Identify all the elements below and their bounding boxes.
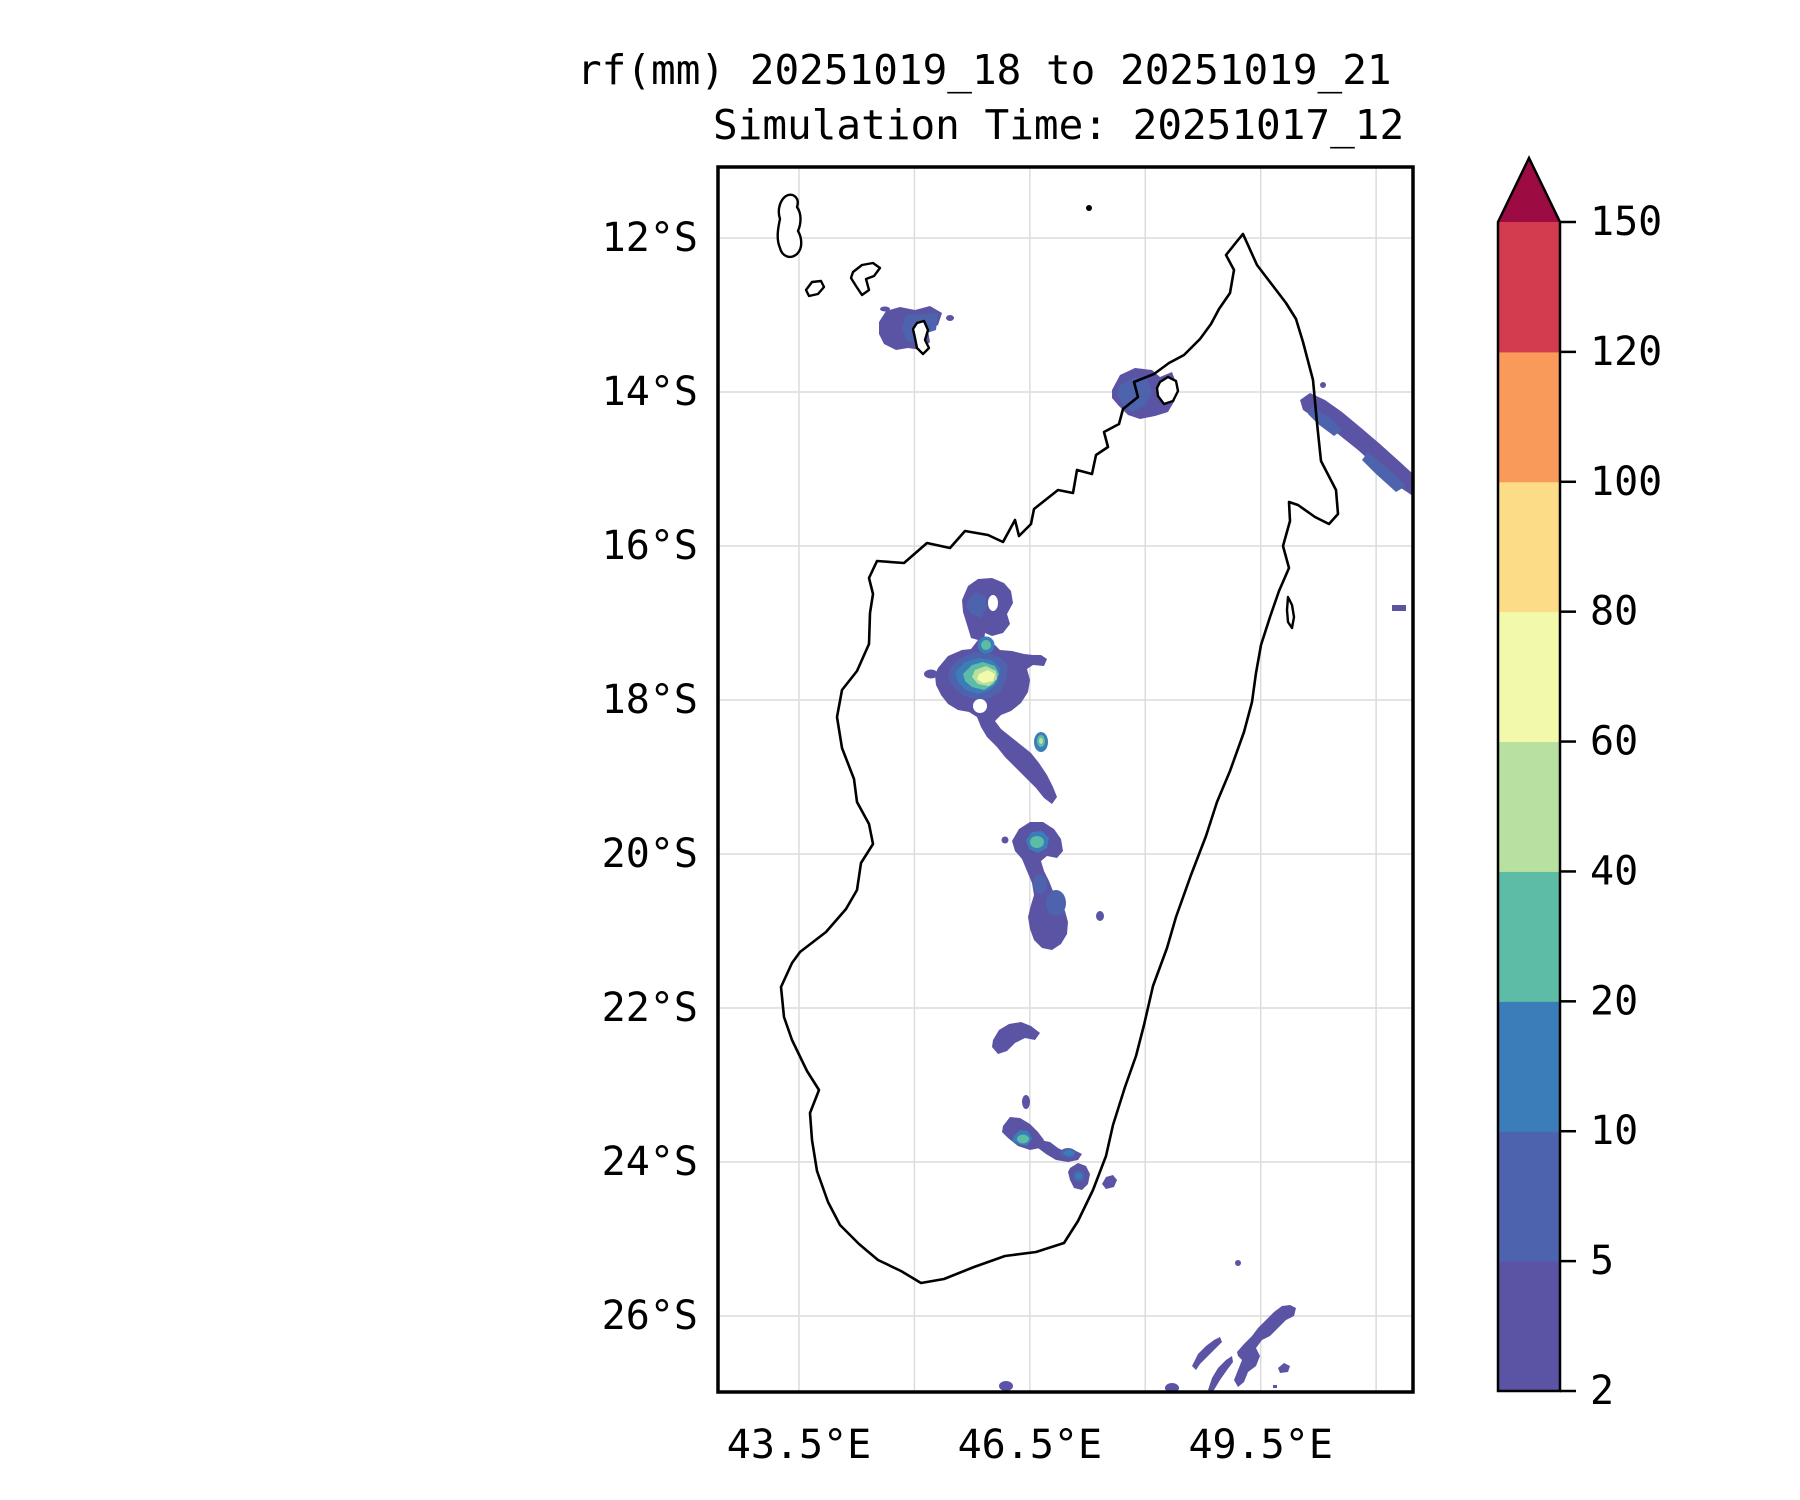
colorbar: 2 5 10 20 40 60 80 100 120 150 [1496,155,1662,1414]
mayotte-island [911,319,931,356]
colorbar-segment [1498,1131,1560,1262]
colorbar-segment [1498,481,1560,613]
y-axis-tick-label: 12°S [602,215,698,261]
y-axis-tick-label: 24°S [602,1139,698,1185]
colorbar-tick-label: 20 [1590,978,1638,1024]
plot-title-line2: Simulation Time: 20251017_12 [713,101,1404,149]
small-island-dot [1086,205,1092,211]
y-axis-tick-label: 18°S [602,677,698,723]
contour-hole [973,699,987,713]
x-axis-labels: 43.5°E 46.5°E 49.5°E [727,1422,1333,1468]
y-axis-tick-label: 20°S [602,831,698,877]
colorbar-over-arrow [1498,158,1560,222]
colorbar-segment [1498,222,1560,353]
y-axis-tick-label: 14°S [602,369,698,415]
colorbar-tick-label: 2 [1590,1368,1614,1414]
madagascar-coastline [779,232,1340,1285]
map-frame [716,165,1415,1394]
colorbar-tick-label: 5 [1590,1238,1614,1284]
x-axis-tick-label: 49.5°E [1188,1422,1333,1468]
coastlines [776,193,1340,1285]
colorbar-segment [1498,1261,1560,1392]
rain-area-26s [999,1260,1296,1393]
sainte-marie-island [1285,595,1296,630]
plot-title-line1: rf(mm) 20251019_18 to 20251019_21 [577,46,1392,94]
rainfall-contours [879,306,1413,1393]
y-axis-labels: 12°S 14°S 16°S 18°S 20°S 22°S 24°S 26°S [602,215,698,1339]
rain-area-20s [1001,822,1104,950]
anjouan-island [849,261,882,297]
rain-area-24s [1002,1117,1117,1190]
colorbar-segment [1498,611,1560,743]
colorbar-segment [1498,871,1560,1002]
colorbar-segment [1498,351,1560,483]
map-gridlines [718,167,1413,1392]
colorbar-segment [1498,1001,1560,1132]
rain-area-central [924,578,1057,804]
moheli-island [804,279,826,298]
x-axis-tick-label: 43.5°E [727,1422,872,1468]
y-axis-tick-label: 16°S [602,523,698,569]
rain-area-22s [992,1022,1040,1109]
colorbar-tick-label: 10 [1590,1108,1638,1154]
colorbar-tick-label: 100 [1590,459,1662,505]
colorbar-outline [1496,155,1562,1393]
grande-comore-island [776,193,803,259]
colorbar-tick-label: 150 [1590,199,1662,245]
y-axis-tick-label: 22°S [602,985,698,1031]
nosy-be-island [1155,375,1180,406]
y-axis-tick-label: 26°S [602,1293,698,1339]
colorbar-tick-label: 80 [1590,589,1638,635]
x-axis-tick-label: 46.5°E [958,1422,1103,1468]
colorbar-tick-label: 120 [1590,329,1662,375]
colorbar-tick-label: 60 [1590,719,1638,765]
colorbar-segment [1498,741,1560,872]
contour-hole [988,595,998,611]
colorbar-tick-label: 40 [1590,848,1638,894]
